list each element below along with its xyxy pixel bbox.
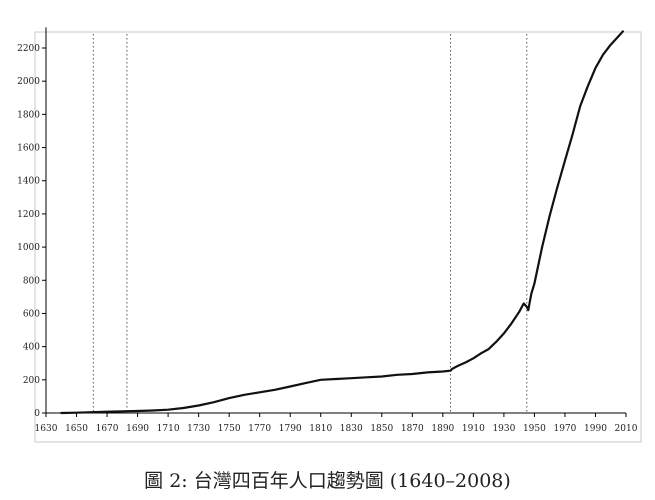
x-tick-label: 1930 [492, 424, 515, 434]
y-tick-label: 0 [34, 409, 40, 419]
x-tick-label: 1810 [309, 424, 332, 434]
y-tick-label: 1600 [17, 144, 40, 154]
x-tick-label: 1830 [340, 424, 363, 434]
y-tick-label: 1000 [17, 243, 40, 253]
x-axis: 1630 1650 1670 1690 1710 1730 1750 1770 1790 1810… [35, 412, 638, 434]
x-tick-label: 1950 [523, 424, 546, 434]
figure-caption: 圖 2: 台灣四百年人口趨勢圖 (1640–2008) [144, 470, 511, 492]
x-tick-label: 1630 [35, 424, 58, 434]
x-tick-label: 1750 [218, 424, 241, 434]
plot-area-border [34, 31, 642, 443]
x-tick-label: 1870 [401, 424, 424, 434]
y-tick-label: 2000 [17, 77, 40, 87]
series-layer [60, 30, 625, 415]
y-tick-label: 1200 [17, 210, 40, 220]
x-tick-label: 1890 [431, 424, 454, 434]
x-tick-label: 1730 [187, 424, 210, 434]
x-tick-label: 1910 [462, 424, 485, 434]
x-tick-label: 2010 [615, 424, 638, 434]
y-tick-label: 800 [23, 276, 40, 286]
reference-lines [92, 34, 528, 413]
y-tick-label: 600 [23, 309, 40, 319]
x-tick-label: 1690 [126, 424, 149, 434]
x-tick-label: 1970 [553, 424, 576, 434]
y-tick-label: 400 [23, 343, 40, 353]
y-tick-label: 2200 [17, 44, 40, 54]
x-tick-label: 1770 [248, 424, 271, 434]
y-tick-label: 1400 [17, 177, 40, 187]
population-line-chart: 0 200 400 600 800 1000 1200 1400 1600 1800 2000 220… [17, 27, 642, 443]
x-tick-label: 1710 [157, 424, 180, 434]
x-tick-label: 1650 [65, 424, 88, 434]
x-tick-label: 1990 [584, 424, 607, 434]
y-tick-label: 200 [23, 376, 40, 386]
x-tick-label: 1790 [279, 424, 302, 434]
y-axis: 0 200 400 600 800 1000 1200 1400 1600 1800 2000 220… [17, 27, 47, 419]
y-tick-label: 1800 [17, 110, 40, 120]
population-series-line [60, 30, 625, 415]
x-tick-label: 1850 [370, 424, 393, 434]
x-tick-label: 1670 [96, 424, 119, 434]
